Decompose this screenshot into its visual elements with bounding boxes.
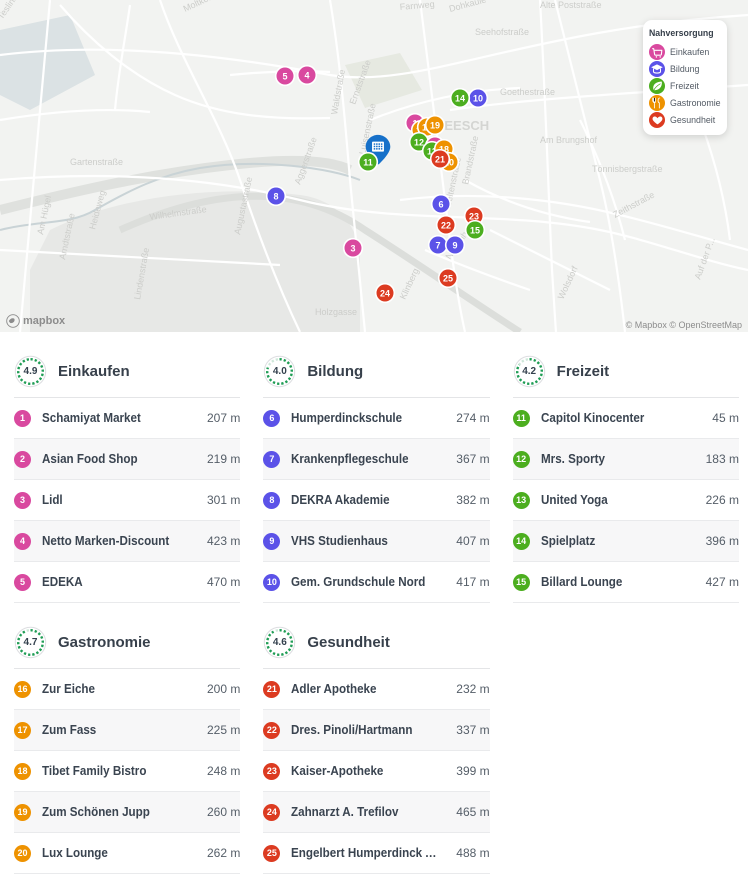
svg-text:Seehofstraße: Seehofstraße: [475, 27, 529, 37]
svg-text:Am Brungshof: Am Brungshof: [540, 135, 598, 145]
svg-text:Tönnisbergstraße: Tönnisbergstraße: [592, 164, 663, 174]
svg-text:Alte Poststraße: Alte Poststraße: [540, 0, 602, 10]
svg-text:Goethestraße: Goethestraße: [500, 87, 555, 97]
svg-text:Gartenstraße: Gartenstraße: [70, 157, 123, 167]
svg-text:Holzgasse: Holzgasse: [315, 307, 357, 317]
